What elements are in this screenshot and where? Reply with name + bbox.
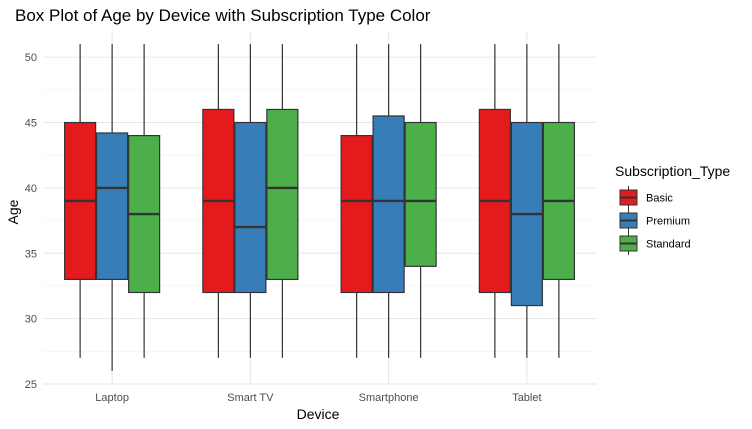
y-tick-label: 25 (25, 379, 37, 391)
y-axis-title: Age (5, 199, 21, 224)
box-smart-tv-basic (202, 44, 235, 358)
x-tick-label: Tablet (512, 392, 541, 404)
box-laptop-premium (96, 44, 129, 371)
box-laptop-basic (64, 44, 97, 358)
x-tick-label: Laptop (95, 392, 129, 404)
box-body (340, 134, 373, 294)
y-tick-label: 35 (25, 248, 37, 260)
y-tick-label: 50 (25, 52, 37, 64)
box-body (234, 121, 267, 294)
legend-label: Basic (646, 193, 673, 205)
x-tick-label: Smartphone (359, 392, 419, 404)
legend-item-premium: Premium (619, 209, 690, 232)
box-body (266, 108, 299, 281)
legend-label: Premium (646, 216, 690, 228)
box-tablet-standard (542, 44, 575, 358)
x-axis-title: Device (297, 406, 340, 422)
legend-item-basic: Basic (619, 186, 673, 209)
box-smartphone-premium (372, 44, 405, 358)
legend-label: Standard (646, 239, 691, 251)
box-smartphone-basic (340, 44, 373, 358)
legend: Subscription_Type Basic Premium Standard (615, 163, 730, 255)
box-body (96, 132, 129, 281)
y-tick-label: 45 (25, 118, 37, 130)
box-body (372, 115, 405, 294)
x-tick-label: Smart TV (227, 392, 274, 404)
box-tablet-basic (478, 44, 511, 358)
box-laptop-standard (128, 44, 161, 358)
box-body (404, 121, 437, 267)
boxes (64, 44, 575, 371)
box-smartphone-standard (404, 44, 437, 358)
box-smart-tv-premium (234, 44, 267, 358)
y-tick-label: 30 (25, 314, 37, 326)
box-tablet-premium (510, 44, 543, 358)
chart-title: Box Plot of Age by Device with Subscript… (15, 6, 431, 25)
y-axis-ticks: 25 30 35 40 45 50 (25, 52, 37, 391)
x-axis-ticks: Laptop Smart TV Smartphone Tablet (95, 392, 541, 404)
y-tick-label: 40 (25, 183, 37, 195)
legend-title: Subscription_Type (615, 163, 730, 179)
legend-item-standard: Standard (619, 232, 691, 255)
box-smart-tv-standard (266, 44, 299, 358)
